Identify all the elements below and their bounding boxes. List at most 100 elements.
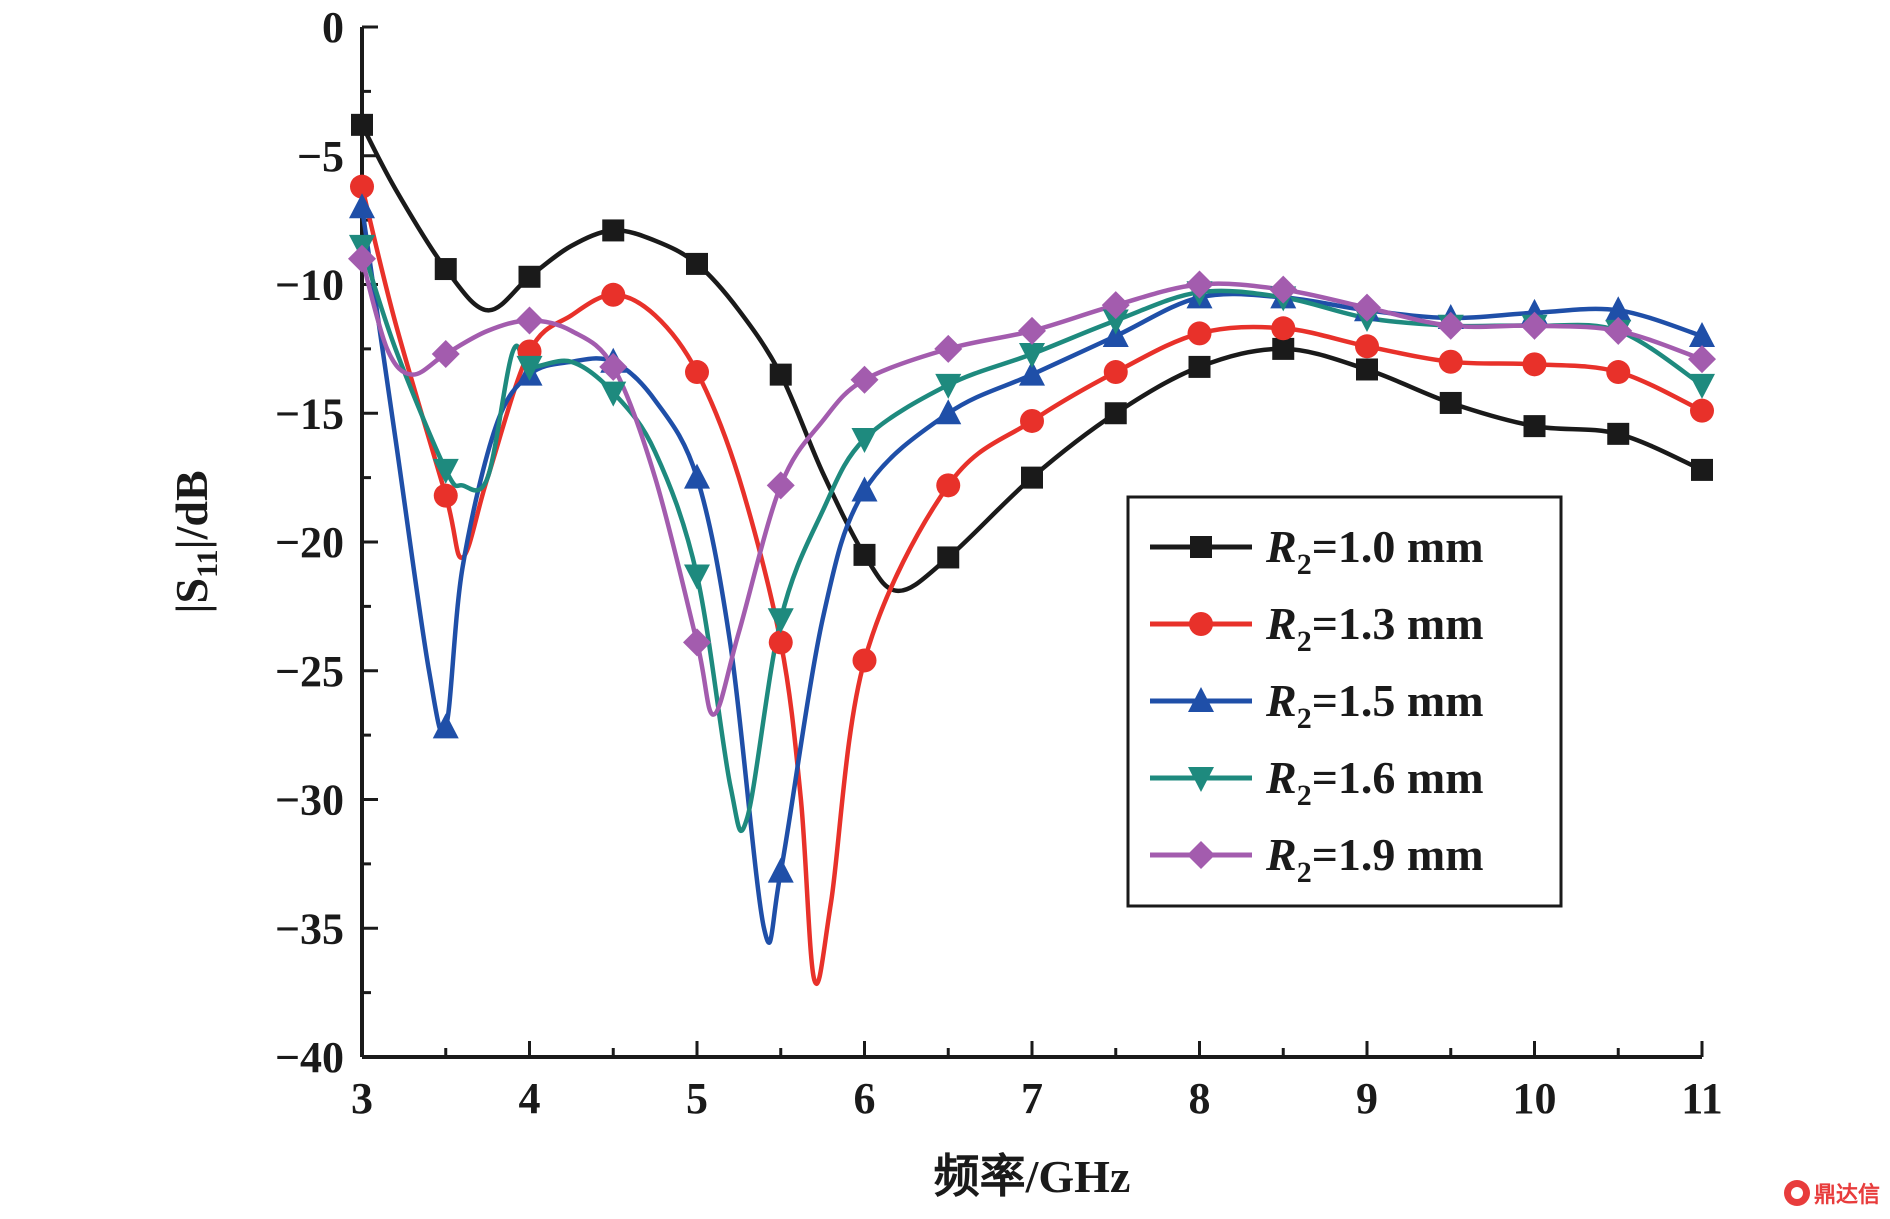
series-2-marker [936,473,961,498]
series-1-marker [1104,402,1127,425]
series-5-marker [934,334,963,363]
legend-var: R [1265,675,1297,726]
series-2-marker [1438,349,1463,374]
series-5-marker [1101,291,1130,320]
y-tick-label: −40 [275,1033,344,1082]
legend-subscript: 2 [1297,856,1312,889]
series-4-marker [684,564,710,590]
series-2-marker [1522,352,1547,377]
series-5-marker [599,352,628,381]
series-1-marker [1607,422,1630,445]
series-2-marker [433,483,458,508]
series-1-marker [1188,355,1211,378]
legend-subscript: 2 [1297,702,1312,735]
series-2-marker [1271,316,1296,341]
y-title-unit: |/dB [166,470,217,549]
series-4-marker [1102,309,1129,335]
y-title-subscript: 11 [191,550,224,578]
legend-value: =1.5 mm [1312,675,1484,726]
legend-var: R [1265,521,1297,572]
legend-value: =1.0 mm [1312,521,1484,572]
series-5-marker [1604,316,1633,345]
legend-label-2: R2=1.3 mm [1265,598,1484,658]
series-1-marker [434,258,457,281]
x-tick-label: 10 [1513,1074,1557,1123]
legend-marker-4 [1188,767,1214,792]
series-1-marker [769,363,792,386]
legend-label-1: R2=1.0 mm [1265,521,1484,581]
series-5-marker [1269,275,1298,304]
series-1-marker [1021,466,1043,489]
legend-value: =1.3 mm [1312,598,1484,649]
x-tick-label: 8 [1189,1074,1211,1123]
x-tick-label: 7 [1021,1074,1043,1123]
series-line-4 [359,245,1704,834]
series-3-marker [1019,360,1045,386]
series-1-marker [1356,358,1378,381]
y-tick-label: −15 [275,389,344,438]
legend-marker-2 [1189,612,1213,636]
x-tick-label: 4 [519,1074,541,1123]
watermark: 鼎达信 [1783,1177,1880,1209]
legend-value: =1.9 mm [1312,829,1484,880]
y-tick-label: −20 [275,518,344,567]
series-1-marker [686,252,708,275]
watermark-text: 鼎达信 [1813,1183,1880,1208]
x-tick-label: 3 [351,1074,373,1123]
y-tick-label: −5 [297,132,344,181]
series-4-marker [600,381,627,407]
series-3-marker [349,193,375,219]
y-title-main: |S [166,578,217,614]
x-tick-label: 11 [1681,1074,1723,1123]
series-2-marker [685,360,709,385]
series-3-marker [767,857,794,883]
series-2-marker [768,630,793,655]
series-4-marker [516,355,543,381]
legend-label-5: R2=1.9 mm [1265,829,1484,889]
series-5-marker [1520,311,1549,340]
series-3-marker [684,463,710,489]
series-3-marker [851,476,878,502]
dingdaxin-logo-icon [1783,1180,1810,1206]
legend-marker-1 [1190,536,1212,558]
series-5-marker [683,628,711,657]
legend-subscript: 2 [1297,548,1312,581]
series-1-marker [1439,391,1462,414]
x-tick-label: 5 [686,1074,708,1123]
series-4-marker [935,373,962,399]
y-tick-label: 0 [322,3,344,52]
series-5-marker [850,365,879,394]
series-4-marker [767,608,794,634]
legend-label-4: R2=1.6 mm [1265,752,1484,812]
series-4-marker [1689,373,1715,399]
series-3-marker [1605,296,1632,322]
series-4-marker [851,428,878,453]
series-5-marker [348,244,376,273]
series-2-marker [601,282,626,307]
series-1-marker [518,265,541,288]
legend-label-3: R2=1.5 mm [1265,675,1484,735]
y-tick-label: −25 [275,647,344,696]
legend-var: R [1265,752,1297,803]
series-1-marker [1691,458,1713,481]
series-2-marker [1103,360,1128,385]
series-2-marker [1355,334,1379,359]
y-tick-label: −35 [275,904,344,953]
series-2-marker [1187,321,1212,346]
series-5-marker [1688,345,1716,374]
legend-var: R [1265,829,1297,880]
series-markers [348,113,1716,883]
series-5-marker [515,306,544,335]
series-5-marker [766,471,795,500]
x-tick-label: 6 [854,1074,876,1123]
series-4-marker [432,458,459,484]
y-tick-label: −10 [275,261,344,310]
series-3-marker [935,399,962,425]
series-1-marker [937,546,960,569]
series-1-marker [853,543,876,566]
legend-value: =1.6 mm [1312,752,1484,803]
series-5-marker [1185,270,1214,299]
series-1-marker [1523,415,1546,438]
legend-var: R [1265,598,1297,649]
series-1-marker [351,113,373,136]
